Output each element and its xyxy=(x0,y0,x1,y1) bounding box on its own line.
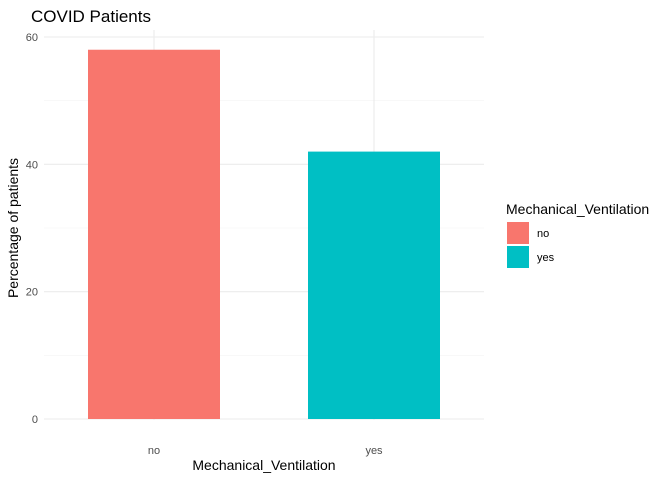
bar-no xyxy=(88,49,220,419)
legend-label-no: no xyxy=(537,228,549,240)
y-tick-label: 20 xyxy=(26,287,38,299)
y-tick-label: 40 xyxy=(26,159,38,171)
x-axis-title: Mechanical_Ventilation xyxy=(192,457,335,473)
y-axis-ticks: 0 20 40 60 xyxy=(26,32,38,426)
x-tick-label-yes: yes xyxy=(365,445,383,457)
x-axis-ticks: no yes xyxy=(148,445,383,457)
x-tick-label-no: no xyxy=(148,445,160,457)
legend-title: Mechanical_Ventilation xyxy=(506,201,649,217)
legend-label-yes: yes xyxy=(537,252,555,264)
chart-title: COVID Patients xyxy=(31,7,151,26)
bar-yes xyxy=(308,151,440,419)
legend: Mechanical_Ventilation no yes xyxy=(506,201,649,268)
bars xyxy=(88,49,440,419)
legend-key-yes xyxy=(507,246,529,268)
y-axis-title: Percentage of patients xyxy=(5,158,21,298)
legend-key-no xyxy=(507,222,529,244)
y-tick-label: 60 xyxy=(26,32,38,44)
y-tick-label: 0 xyxy=(32,414,38,426)
